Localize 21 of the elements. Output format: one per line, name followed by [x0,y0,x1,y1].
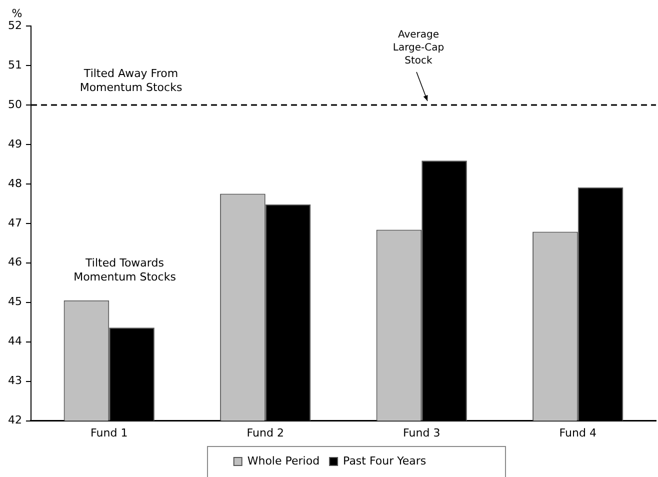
ref-line-label: Average Large-Cap Stock [392,30,444,67]
annotation: Tilted Away From Momentum Stocks [80,67,182,94]
x-tick-label: Fund 1 [90,426,128,440]
x-tick-label: Fund 4 [559,426,596,440]
x-tick-label: Fund 2 [246,426,284,440]
y-tick-label: 43 [8,374,22,388]
annotation: Tilted Towards Momentum Stocks [74,256,176,284]
legend-label: Whole Period [247,454,320,468]
x-tick-label: Fund 3 [403,426,440,440]
y-tick-label: 49 [8,137,22,150]
y-tick-label: 46 [8,256,22,269]
y-tick-label: 44 [8,334,22,348]
y-axis-title: % [12,6,22,20]
y-tick-label: 47 [8,216,22,230]
y-tick-label: 52 [8,18,22,32]
y-tick-label: 51 [8,58,22,72]
y-tick-label: 45 [8,295,22,308]
y-tick-label: 50 [8,98,22,111]
y-tick-label: 42 [8,414,22,427]
legend-label: Past Four Years [343,454,426,468]
y-tick-label: 48 [8,176,22,190]
